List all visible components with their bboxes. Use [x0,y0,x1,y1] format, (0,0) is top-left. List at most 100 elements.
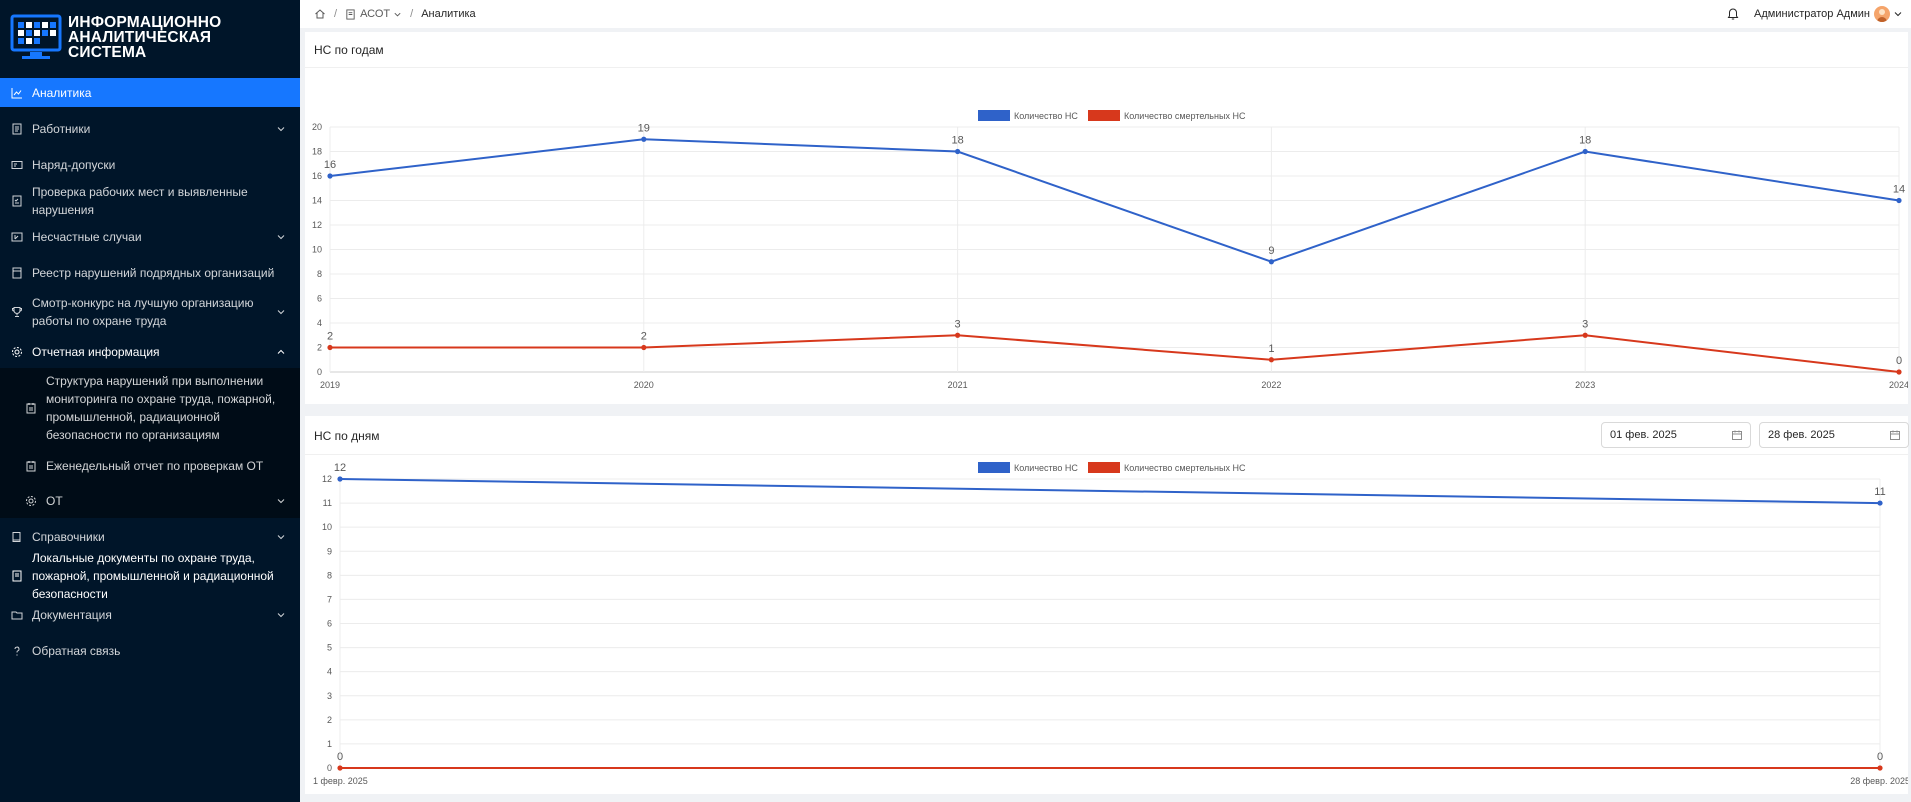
chevron-down-icon[interactable] [1893,9,1903,19]
x-tick-label: 2019 [320,380,340,390]
legend-swatch [978,462,1010,473]
data-label: 9 [1268,245,1274,257]
series-line [330,334,1900,373]
data-point [1582,148,1588,155]
legend-label: Количество смертельных НС [1124,111,1246,121]
data-point [1268,357,1274,363]
sidebar-item-label: Обратная связь [32,643,121,658]
breadcrumb-asot[interactable]: АСОТ [360,8,391,20]
calendar-icon [1890,430,1900,440]
data-point [955,148,961,155]
data-point [1896,369,1902,375]
sidebar-item-work-permits[interactable]: Наряд-допуски [0,150,300,179]
trophy-icon [10,305,24,319]
breadcrumb: / АСОТ / Аналитика [314,8,476,20]
sidebar-item-reporting[interactable]: Отчетная информация [0,337,300,366]
data-label: 12 [334,462,346,474]
accident-icon [10,230,24,244]
y-tick-label: 12 [322,474,332,484]
sidebar-item-documentation[interactable]: Документация [0,600,300,629]
breadcrumb-current: Аналитика [421,8,476,20]
user-name[interactable]: Администратор Админ [1754,8,1870,20]
data-label: 11 [1874,486,1885,498]
sidebar-item-label: Смотр-конкурс на лучшую организацию рабо… [32,296,254,328]
legend-swatch [1088,110,1120,121]
chart-card-by-years: НС по годам Количество НС Количество смер… [305,32,1908,404]
data-point [955,332,961,338]
breadcrumb-separator: / [334,8,338,20]
sidebar-item-directories[interactable]: Справочники [0,522,300,551]
sidebar-item-analytics[interactable]: Аналитика [0,78,300,107]
y-tick-label: 9 [327,546,332,556]
card-divider [305,67,1908,68]
logo-text: ИНФОРМАЦИОННО АНАЛИТИЧЕСКАЯ СИСТЕМА [68,14,221,61]
app-logo[interactable]: ИНФОРМАЦИОННО АНАЛИТИЧЕСКАЯ СИСТЕМА [10,12,290,62]
data-label: 18 [951,135,963,147]
chevron-down-icon [277,234,285,239]
sidebar-item-competition[interactable]: Смотр-конкурс на лучшую организацию рабо… [0,293,300,331]
x-tick-label: 2021 [948,380,968,390]
id-card-icon [10,158,24,172]
home-icon[interactable] [314,8,326,20]
logo-line-3: СИСТЕМА [68,43,147,61]
document-icon [346,8,355,20]
data-label: 16 [324,159,336,171]
x-tick-label: 1 февр. 2025 [313,776,368,786]
data-label: 3 [1582,318,1588,330]
y-tick-label: 4 [327,667,332,677]
y-tick-label: 12 [312,220,322,230]
legend-label: Количество НС [1014,463,1078,473]
date-to-value: 28 фев. 2025 [1768,429,1835,441]
chart-card-by-days: НС по дням 01 фев. 2025 28 фев. 2025 Кол… [305,416,1909,794]
x-tick-label: 2020 [634,380,654,390]
data-label: 19 [638,122,650,134]
sidebar-item-workers[interactable]: Работники [0,114,300,143]
card-title: НС по годам [314,43,384,57]
chart-legend: Количество НС Количество смертельных НС [978,462,1246,473]
sidebar-item-label: Локальные документы по охране труда, пож… [32,551,274,601]
sidebar-subitem-weekly-report[interactable]: Еженедельный отчет по проверкам ОТ [0,451,300,480]
legend-swatch [1088,462,1120,473]
sidebar-item-contractor-violations[interactable]: Реестр нарушений подрядных организаций [0,258,300,287]
sidebar-subitem-ot[interactable]: ОТ [0,486,300,515]
chevron-down-icon [277,534,285,539]
sidebar-item-local-documents[interactable]: Локальные документы по охране труда, пож… [0,551,300,601]
y-tick-label: 0 [327,763,332,773]
sidebar-subitem-violations-structure[interactable]: Структура нарушений при выполнении монит… [0,372,300,444]
x-tick-label: 2023 [1575,380,1595,390]
gear-icon [24,494,38,508]
date-from-input[interactable]: 01 фев. 2025 [1601,422,1751,448]
y-tick-label: 20 [312,122,322,132]
y-tick-label: 6 [317,294,322,304]
legend-label: Количество НС [1014,111,1078,121]
sidebar-item-label: Справочники [32,529,105,544]
chevron-down-icon [277,126,285,131]
data-point [1877,765,1883,771]
question-icon [10,644,24,658]
data-point [1582,332,1588,338]
y-tick-label: 8 [327,570,332,580]
sidebar-item-label: Реестр нарушений подрядных организаций [32,265,275,280]
chevron-down-icon [277,310,285,315]
data-label: 18 [1579,135,1591,147]
sidebar-item-accidents[interactable]: Несчастные случаи [0,222,300,251]
sidebar-item-feedback[interactable]: Обратная связь [0,636,300,665]
chevron-down-icon[interactable] [393,10,402,19]
sidebar-item-label: ОТ [46,493,63,508]
y-tick-label: 4 [317,318,322,328]
bell-icon[interactable] [1726,7,1740,21]
data-point [1268,259,1274,265]
avatar[interactable] [1874,6,1890,22]
breadcrumb-separator: / [410,8,414,20]
chevron-down-icon [277,612,285,617]
top-header: / АСОТ / Аналитика Администратор Админ [300,0,1911,28]
gear-icon [10,345,24,359]
date-to-input[interactable]: 28 фев. 2025 [1759,422,1909,448]
chart-line-icon [10,86,24,100]
folder-icon [10,608,24,622]
sidebar-item-label: Документация [32,607,112,622]
document-icon [10,122,24,136]
sidebar-item-workplace-inspection[interactable]: Проверка рабочих мест и выявленные наруш… [0,185,300,217]
header-user-area: Администратор Админ [1726,0,1903,28]
y-tick-label: 0 [317,367,322,377]
